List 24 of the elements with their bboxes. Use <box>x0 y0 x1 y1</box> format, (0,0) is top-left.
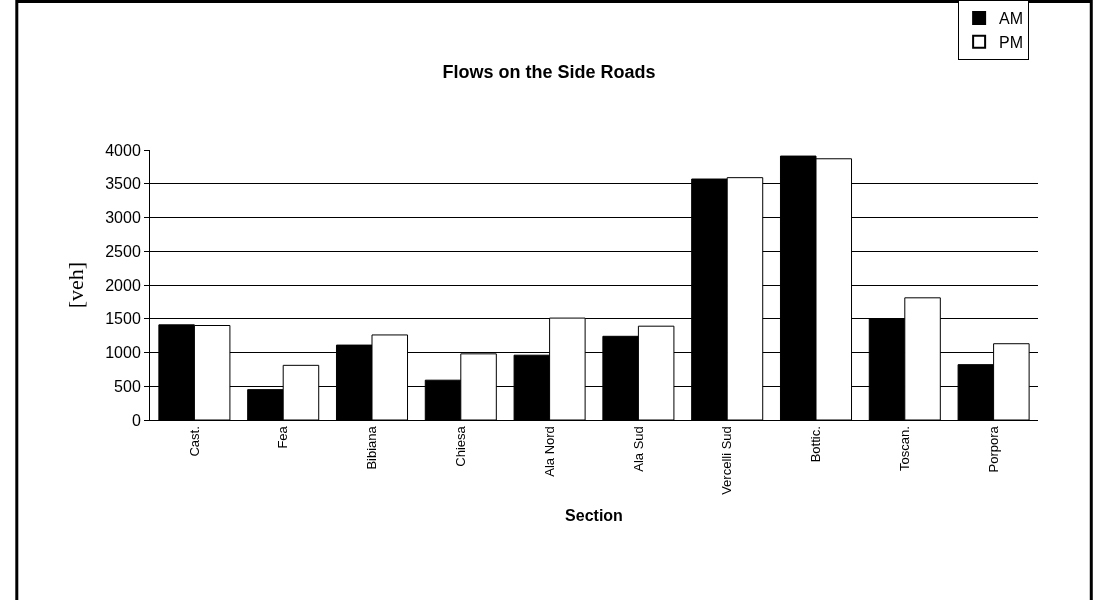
chart-title: Flows on the Side Roads <box>442 62 656 83</box>
y-tick-label: 2000 <box>105 276 141 294</box>
x-tick-label: Bottic. <box>808 426 824 463</box>
y-tick-label: 0 <box>131 411 141 429</box>
x-tick-label: Bibiana <box>364 425 380 470</box>
y-tick-label: 1500 <box>105 310 141 328</box>
y-axis-title: [veh] <box>63 261 89 309</box>
x-axis-title: Section <box>565 506 623 524</box>
legend-label: AM <box>999 10 1024 28</box>
x-tick-label: Fea <box>275 425 291 449</box>
x-tick-label: Chiesa <box>453 425 469 467</box>
y-tick-label: 1000 <box>105 344 141 362</box>
y-tick-label: 500 <box>114 377 141 395</box>
legend-label: PM <box>999 33 1024 51</box>
x-tick-label: Vercelli Sud <box>719 426 735 495</box>
x-tick-label: Ala Sud <box>630 426 646 472</box>
x-tick-label: Cast. <box>186 426 202 457</box>
y-tick-label: 3500 <box>105 175 141 193</box>
y-tick-label: 4000 <box>105 141 141 159</box>
x-tick-label: Ala Nord <box>541 426 557 477</box>
x-tick-label: Toscan. <box>897 426 913 472</box>
x-tick-label: Porpora <box>985 425 1001 473</box>
y-tick-label: 2500 <box>105 242 141 260</box>
y-tick-label: 3000 <box>105 209 141 227</box>
